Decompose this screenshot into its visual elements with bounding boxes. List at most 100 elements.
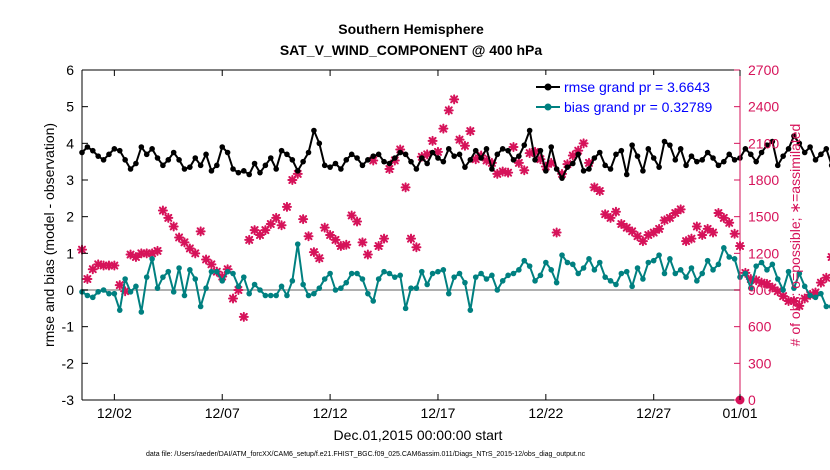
obs-count-point [519, 165, 530, 176]
bias-point [478, 270, 484, 277]
rmse-point [591, 155, 598, 161]
obs-count-point [610, 206, 621, 217]
bias-point [818, 290, 824, 297]
y-tick-label: 1 [66, 245, 74, 261]
obs-count-point [654, 223, 665, 234]
bias-point [235, 283, 242, 290]
rmse-point [667, 142, 673, 148]
rmse-point [575, 151, 581, 158]
rmse-point [192, 155, 199, 161]
bias-point [516, 267, 522, 273]
obs-count-point [346, 210, 357, 221]
rmse-point [262, 162, 269, 169]
bias-point [629, 283, 635, 290]
bias-point [359, 276, 366, 282]
x-tick-label: 12/02 [97, 405, 132, 421]
obs-count-point [578, 138, 589, 149]
bias-point [116, 307, 123, 313]
obs-count-point [400, 182, 411, 193]
bias-point [143, 274, 150, 280]
rmse-point [613, 151, 619, 158]
obs-count-point [157, 205, 168, 216]
bias-point [203, 285, 209, 291]
rmse-point [451, 153, 457, 159]
rmse-point [721, 158, 727, 165]
bias-point [780, 287, 786, 293]
rmse-point [731, 157, 738, 163]
bias-point [602, 274, 608, 280]
y-right-tick-label: 1800 [748, 172, 779, 188]
rmse-point [726, 151, 733, 158]
bias-point [570, 261, 576, 268]
obs-count-point [206, 259, 217, 270]
bias-point [89, 294, 96, 301]
legend-entry-bias: bias grand pr = 0.32789 [564, 99, 712, 115]
obs-count-point [357, 237, 368, 248]
rmse-point [359, 162, 366, 169]
obs-count-point [664, 212, 675, 223]
bias-point [122, 276, 128, 282]
bias-point [133, 283, 139, 290]
rmse-point [289, 157, 296, 163]
rmse-point [543, 168, 549, 174]
obs-count-point [551, 227, 562, 238]
rmse-point [818, 151, 824, 158]
rmse-point [699, 157, 706, 163]
rmse-point [537, 147, 544, 154]
bias-point [472, 274, 479, 280]
obs-count-point [373, 241, 384, 251]
x-tick-label: 12/17 [420, 405, 455, 421]
obs-count-point [298, 214, 309, 225]
y-tick-label: -2 [62, 355, 75, 371]
bias-point [413, 285, 420, 291]
bias-point [332, 287, 339, 293]
obs-count-point [406, 233, 416, 244]
legend: rmse grand pr = 3.6643 bias grand pr = 0… [532, 75, 734, 117]
chart-title-line1: Southern Hemisphere [338, 21, 484, 37]
bias-point [305, 292, 312, 299]
rmse-point [424, 160, 430, 167]
rmse-point [327, 164, 333, 170]
rmse-point [553, 166, 560, 172]
x-axis-label: Dec.01,2015 00:00:00 start [334, 427, 503, 443]
rmse-point [338, 166, 344, 172]
bias-point [84, 292, 91, 299]
obs-count-point [238, 311, 249, 322]
obs-count-point [443, 105, 454, 116]
bias-point [672, 270, 679, 277]
bias-point [699, 270, 706, 277]
x-tick-label: 12/12 [313, 405, 348, 421]
bias-point [494, 287, 501, 293]
y-axis-label-left: rmse and bias (model - observation) [41, 123, 57, 347]
bias-point [257, 287, 263, 293]
bias-point [251, 281, 258, 288]
obs-count-point [459, 140, 470, 151]
rmse-point [807, 144, 813, 150]
rmse-point [764, 142, 770, 148]
rmse-point [694, 158, 700, 165]
bias-point [591, 267, 598, 273]
rmse-point [278, 147, 285, 154]
rmse-point [602, 162, 608, 169]
obs-count-point [729, 228, 740, 239]
bias-point [370, 298, 377, 304]
bias-point [731, 256, 738, 262]
bias-point [402, 305, 409, 312]
bias-point [386, 270, 393, 277]
bias-point [521, 257, 528, 264]
obs-count-point [352, 216, 363, 227]
rmse-point [505, 147, 511, 154]
bias-point [230, 270, 236, 277]
rmse-point [607, 166, 614, 172]
obs-count-point [265, 219, 276, 229]
rmse-point [715, 162, 722, 169]
bias-point [214, 268, 220, 275]
rmse-point [149, 146, 155, 152]
bias-point [300, 281, 306, 288]
obs-count-point [228, 293, 239, 304]
rmse-point [386, 160, 393, 167]
rmse-point [634, 153, 641, 159]
rmse-point [780, 153, 786, 159]
bias-point [321, 276, 328, 282]
bias-point [489, 272, 495, 279]
